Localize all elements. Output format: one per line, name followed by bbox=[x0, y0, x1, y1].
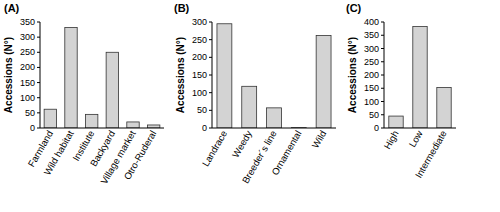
y-tick bbox=[209, 92, 212, 93]
y-tick bbox=[37, 67, 40, 68]
y-tick-label: 350 bbox=[364, 30, 379, 40]
panel-title: (A) bbox=[4, 2, 20, 14]
bars bbox=[389, 27, 451, 128]
x-axis-line bbox=[384, 128, 456, 129]
y-tick-label: 250 bbox=[192, 35, 207, 45]
y-tick-label: 250 bbox=[20, 47, 35, 57]
x-tick-label: Breeder´s line bbox=[240, 129, 279, 186]
y-tick-label: 350 bbox=[20, 17, 35, 27]
y-axis-label: Accessions (N°) bbox=[175, 37, 186, 113]
x-tick-label: Intermediate bbox=[413, 129, 449, 180]
y-tick bbox=[37, 112, 40, 113]
y-axis-line bbox=[40, 22, 41, 128]
panel: (A)Accessions (N°)050100150200250300350F… bbox=[3, 2, 164, 186]
y-tick bbox=[37, 82, 40, 83]
y-tick-label: 400 bbox=[364, 17, 379, 27]
y-tick bbox=[381, 22, 384, 23]
y-tick bbox=[209, 57, 212, 58]
y-tick-label: 300 bbox=[364, 44, 379, 54]
x-tick-label: Wild habitat bbox=[41, 128, 76, 177]
y-tick bbox=[381, 128, 384, 129]
y-tick-label: 150 bbox=[192, 70, 207, 80]
x-tick-label: Wild bbox=[310, 129, 329, 151]
y-tick bbox=[37, 97, 40, 98]
y-tick bbox=[381, 61, 384, 62]
bar bbox=[85, 114, 97, 128]
bar bbox=[217, 24, 232, 128]
panel: (B) Accessions (N°) 0 50 100 150 200 250 300 Land… bbox=[174, 2, 336, 185]
y-tick bbox=[381, 114, 384, 115]
y-tick bbox=[209, 39, 212, 40]
y-axis-label: Accessions (N°) bbox=[347, 37, 358, 113]
y-tick-label: 50 bbox=[369, 110, 379, 120]
y-tick-label: 50 bbox=[25, 108, 35, 118]
y-tick-label: 0 bbox=[30, 123, 35, 133]
y-tick bbox=[37, 37, 40, 38]
bars bbox=[217, 24, 331, 128]
figure: (A)Accessions (N°)050100150200250300350F… bbox=[0, 0, 500, 212]
bar bbox=[44, 109, 56, 128]
x-tick-label: Weedy bbox=[230, 128, 254, 159]
y-tick-label: 150 bbox=[20, 78, 35, 88]
y-tick bbox=[209, 128, 212, 129]
panel-title: (C) bbox=[346, 2, 362, 14]
y-tick-label: 0 bbox=[374, 123, 379, 133]
y-tick-label: 200 bbox=[192, 52, 207, 62]
bar bbox=[127, 122, 139, 128]
x-tick-label: Landrace bbox=[200, 129, 229, 169]
x-axis-line bbox=[212, 128, 336, 129]
x-tick-label: Low bbox=[406, 128, 424, 149]
y-tick bbox=[209, 110, 212, 111]
bar bbox=[316, 35, 331, 128]
panel-title: (B) bbox=[174, 2, 190, 14]
x-tick-label: High bbox=[381, 129, 400, 151]
x-axis-line bbox=[40, 128, 164, 129]
y-tick-label: 250 bbox=[364, 57, 379, 67]
y-tick-label: 50 bbox=[197, 105, 207, 115]
bar bbox=[389, 116, 403, 128]
x-tick-label: Ornamental bbox=[269, 129, 303, 177]
y-tick bbox=[37, 22, 40, 23]
y-tick-label: 100 bbox=[364, 97, 379, 107]
y-tick bbox=[209, 75, 212, 76]
y-tick-label: 100 bbox=[192, 88, 207, 98]
y-tick-label: 200 bbox=[20, 62, 35, 72]
bar bbox=[413, 27, 427, 128]
y-tick-label: 300 bbox=[192, 17, 207, 27]
bar bbox=[437, 87, 451, 128]
bars bbox=[44, 27, 160, 128]
bar bbox=[267, 108, 282, 128]
y-tick bbox=[209, 22, 212, 23]
bar bbox=[106, 52, 118, 128]
y-tick bbox=[381, 101, 384, 102]
y-tick bbox=[381, 35, 384, 36]
panel: (C) Accessions (N°) 0 50 100 150 200 250 300 350 4… bbox=[346, 2, 456, 180]
x-tick-label: Otro-Ruderal bbox=[121, 129, 158, 182]
y-tick-label: 100 bbox=[20, 93, 35, 103]
y-tick bbox=[381, 48, 384, 49]
y-tick-label: 300 bbox=[20, 32, 35, 42]
y-tick-label: 150 bbox=[364, 83, 379, 93]
y-tick bbox=[381, 88, 384, 89]
y-tick-label: 200 bbox=[364, 70, 379, 80]
bar bbox=[65, 27, 77, 128]
y-tick-label: 0 bbox=[202, 123, 207, 133]
y-tick bbox=[381, 75, 384, 76]
bar bbox=[242, 86, 257, 128]
y-axis-label: Accessions (N°) bbox=[3, 37, 14, 113]
y-tick bbox=[37, 52, 40, 53]
y-tick bbox=[37, 128, 40, 129]
